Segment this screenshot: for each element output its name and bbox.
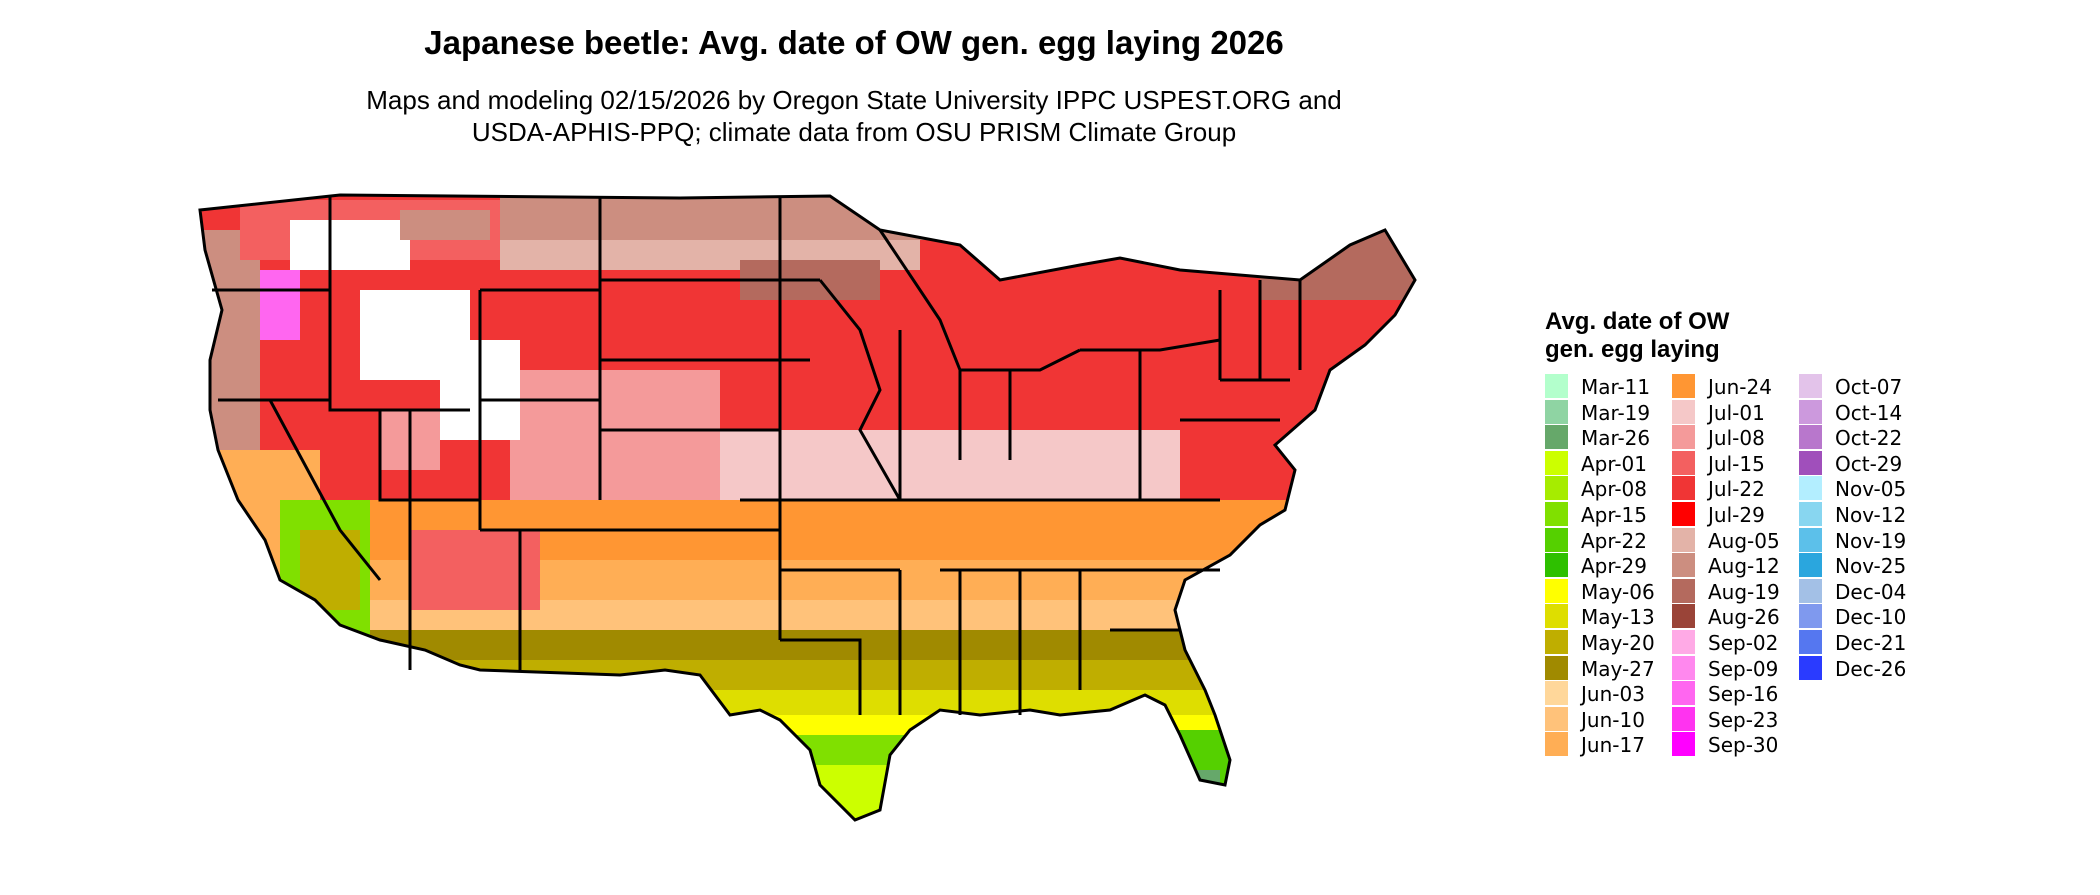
- legend-label: Apr-08: [1581, 477, 1647, 502]
- legend-label: Mar-11: [1581, 375, 1651, 399]
- legend-swatch: [1545, 374, 1568, 398]
- legend-label: May-27: [1581, 656, 1655, 681]
- legend-swatch: [1545, 425, 1568, 450]
- legend-swatch: [1672, 681, 1695, 706]
- legend-swatch: [1672, 655, 1695, 680]
- legend-swatch: [1799, 476, 1822, 501]
- legend-swatch: [1672, 399, 1695, 424]
- legend-label: Nov-05: [1835, 477, 1907, 502]
- legend-label: Oct-22: [1835, 426, 1903, 451]
- us-map: [180, 170, 1520, 890]
- legend-label: Dec-21: [1835, 631, 1907, 655]
- legend-swatch: [1799, 374, 1822, 398]
- legend-swatch: [1672, 527, 1695, 552]
- legend-swatch: [1545, 706, 1568, 731]
- subtitle-line-2: USDA-APHIS-PPQ; climate data from OSU PR…: [471, 117, 1237, 147]
- legend-label: May-06: [1581, 579, 1655, 604]
- legend-swatch: [1799, 425, 1822, 450]
- legend-label: Dec-10: [1835, 605, 1907, 630]
- legend-label: Aug-26: [1708, 605, 1780, 630]
- legend-swatch: [1799, 578, 1822, 603]
- legend-label: Apr-01: [1581, 451, 1647, 476]
- legend-swatch: [1545, 681, 1568, 706]
- legend-swatch: [1672, 374, 1695, 398]
- subtitle-line-1: Maps and modeling 02/15/2026 by Oregon S…: [366, 85, 1342, 115]
- legend-swatch: [1545, 604, 1568, 629]
- legend-swatch: [1799, 399, 1822, 424]
- legend-label: Mar-19: [1581, 400, 1651, 425]
- legend-label: Sep-30: [1708, 733, 1779, 758]
- map-subtitle: Maps and modeling 02/15/2026 by Oregon S…: [0, 84, 1708, 148]
- legend-label: Jul-01: [1708, 400, 1765, 425]
- legend-swatch: [1545, 732, 1568, 757]
- legend-label: Jul-08: [1708, 426, 1765, 451]
- legend-swatch: [1799, 655, 1822, 680]
- legend-swatch: [1545, 476, 1568, 501]
- legend-swatch: [1672, 732, 1695, 757]
- legend-swatch: [1545, 450, 1568, 475]
- legend-label: Jun-03: [1581, 682, 1645, 707]
- legend-label: Sep-09: [1708, 656, 1779, 681]
- legend-label: Dec-26: [1835, 656, 1907, 681]
- legend-label: May-20: [1581, 631, 1655, 655]
- legend-label: Oct-07: [1835, 375, 1903, 399]
- legend-swatch: [1672, 425, 1695, 450]
- legend-title: Avg. date of OW gen. egg laying: [1545, 308, 1785, 364]
- legend-label: May-13: [1581, 605, 1655, 630]
- legend-label: Jul-29: [1708, 503, 1765, 527]
- legend-swatch: [1545, 630, 1568, 654]
- legend-label: Mar-26: [1581, 426, 1651, 451]
- legend-swatch: [1672, 604, 1695, 629]
- map-title: Japanese beetle: Avg. date of OW gen. eg…: [424, 24, 1284, 61]
- legend-label: Nov-19: [1835, 528, 1907, 553]
- legend-swatch: [1545, 655, 1568, 680]
- legend-swatch: [1672, 706, 1695, 731]
- legend-swatch: [1672, 578, 1695, 603]
- map-fill: [200, 195, 1415, 820]
- legend-swatch: [1799, 604, 1822, 629]
- legend-swatch: [1799, 502, 1822, 526]
- legend-label: Jun-24: [1708, 375, 1772, 399]
- legend-label: Aug-12: [1708, 554, 1780, 579]
- state-boundaries: [198, 193, 1417, 822]
- legend-label: Aug-05: [1708, 528, 1780, 553]
- legend-label: Nov-25: [1835, 554, 1907, 579]
- legend-swatch: [1799, 630, 1822, 654]
- legend-swatch: [1799, 527, 1822, 552]
- legend-label: Sep-16: [1708, 682, 1779, 707]
- legend-swatch: [1799, 450, 1822, 475]
- legend-label: Jun-10: [1581, 707, 1645, 732]
- legend-label: Nov-12: [1835, 503, 1907, 527]
- legend-label: Oct-14: [1835, 400, 1903, 425]
- legend-label: Jul-15: [1708, 451, 1765, 476]
- legend-label: Oct-29: [1835, 451, 1903, 476]
- legend-swatch: [1545, 527, 1568, 552]
- legend-label: Apr-29: [1581, 554, 1647, 579]
- legend-swatch: [1545, 553, 1568, 578]
- legend-swatch: [1672, 502, 1695, 526]
- legend-label: Aug-19: [1708, 579, 1780, 604]
- legend-title-line-1: Avg. date of OW: [1545, 308, 1730, 335]
- legend-label: Dec-04: [1835, 579, 1907, 604]
- legend-title-line-2: gen. egg laying: [1545, 336, 1720, 363]
- legend-swatch: [1545, 578, 1568, 603]
- legend-swatch: [1545, 502, 1568, 526]
- legend: Avg. date of OW gen. egg laying Mar-11 Ma…: [1545, 308, 1906, 757]
- legend-swatch: [1799, 553, 1822, 578]
- legend-label: Apr-15: [1581, 503, 1647, 527]
- legend-label: Jul-22: [1708, 477, 1765, 502]
- us-map-svg: [198, 193, 1417, 822]
- legend-swatch: [1672, 450, 1695, 475]
- legend-label: Jun-17: [1581, 733, 1645, 758]
- legend-swatch: [1672, 630, 1695, 654]
- legend-swatch: [1672, 553, 1695, 578]
- legend-swatch: [1672, 476, 1695, 501]
- legend-label: Sep-02: [1708, 631, 1779, 655]
- legend-label: Sep-23: [1708, 707, 1779, 732]
- legend-swatch: [1545, 399, 1568, 424]
- legend-label: Apr-22: [1581, 528, 1647, 553]
